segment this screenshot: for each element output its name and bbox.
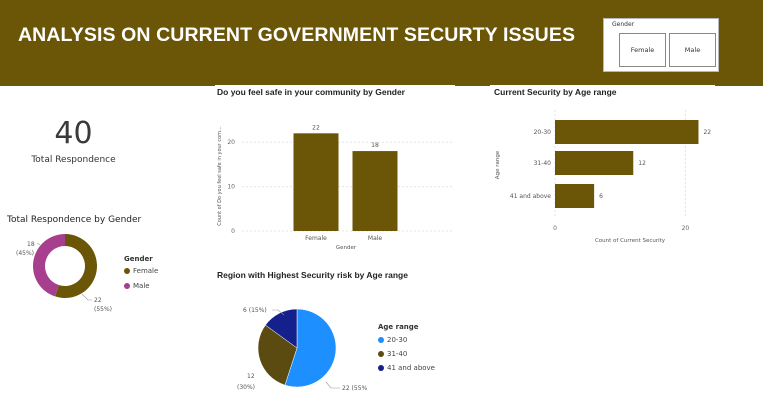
y-tick-label: 41 and above (510, 193, 551, 200)
page-title: ANALYSIS ON CURRENT GOVERNMENT SECURTY I… (18, 24, 576, 46)
x-axis-label: Count of Current Security (595, 238, 666, 244)
bar-panel-top (215, 85, 455, 90)
pie-legend-31-40[interactable]: 31-40 (378, 350, 407, 358)
donut-slice-male (33, 234, 65, 297)
leader-line (272, 309, 285, 316)
donut-legend-title: Gender (124, 255, 153, 263)
pie-legend-41-above[interactable]: 41 and above (378, 364, 435, 372)
y-tick-label: 20-30 (534, 129, 552, 136)
donut-label-male-pct: (45%) (16, 250, 34, 257)
slicer-option-male[interactable]: Male (669, 33, 716, 67)
donut-label-female-count: 22 (94, 297, 102, 304)
donut-chart: 18 (45%) 22 (55%) (16, 234, 112, 313)
x-tick-label: 20 (682, 225, 690, 232)
y-tick-label: 0 (231, 228, 235, 235)
pie-label-41-above: 6 (15%) (243, 307, 267, 314)
leader-line (36, 242, 41, 246)
pie-legend-20-30[interactable]: 20-30 (378, 336, 407, 344)
age-pie-chart: 22 (55%) 12 (30%) 6 (15%) (237, 307, 368, 392)
donut-legend-male[interactable]: Male (124, 282, 150, 290)
gender-slicer: Gender Female Male (603, 18, 719, 72)
hbar-panel-top (490, 85, 715, 90)
pie-slice-1 (257, 324, 298, 386)
y-axis-label: Count of Do you feel safe in your com... (217, 126, 223, 226)
bar-value-label: 22 (703, 129, 711, 136)
legend-dot (124, 268, 130, 274)
bar-value-label: 22 (312, 124, 320, 131)
donut-slice-female (55, 234, 98, 298)
x-axis-label: Gender (336, 245, 357, 251)
bar-value-label: 12 (638, 160, 646, 167)
pie-chart-title: Region with Highest Security risk by Age… (217, 270, 408, 280)
leader-line (81, 293, 92, 301)
donut-label-male-count: 18 (27, 241, 35, 248)
pie-legend-title: Age range (378, 323, 419, 331)
legend-label: 31-40 (387, 350, 408, 358)
x-tick-label: 0 (553, 225, 557, 232)
hbar-2 (555, 184, 595, 208)
pie-slice-0 (284, 308, 337, 388)
pie-slice-2 (265, 308, 298, 349)
bar-value-label: 6 (599, 193, 603, 200)
slicer-label: Gender (612, 21, 635, 28)
legend-label: Female (133, 267, 159, 275)
donut-label-female-pct: (55%) (94, 306, 112, 313)
legend-dot (378, 337, 384, 343)
pie-label-31-40-count: 12 (247, 373, 255, 380)
y-tick-label: 10 (227, 184, 235, 191)
bar-chart-title: Do you feel safe in your community by Ge… (217, 87, 405, 97)
leader-line (325, 381, 340, 389)
donut-title: Total Respondence by Gender (7, 215, 142, 225)
gender-bar-chart: 0 10 20 22 Female 18 Male Gender Count of Do you… (217, 124, 452, 251)
hbar-0 (555, 120, 699, 144)
legend-dot (124, 283, 130, 289)
donut-legend-female[interactable]: Female (124, 267, 158, 275)
y-tick-label: 20 (227, 139, 235, 146)
x-tick-label: Male (368, 235, 383, 242)
x-tick-label: Female (305, 235, 327, 242)
legend-label: 20-30 (387, 336, 408, 344)
bar-female (293, 133, 339, 231)
pie-label-31-40-pct: (30%) (237, 384, 255, 391)
slicer-option-female[interactable]: Female (619, 33, 666, 67)
legend-dot (378, 365, 384, 371)
kpi-panel-top (8, 86, 141, 90)
hbar-chart-title: Current Security by Age range (494, 87, 617, 97)
y-tick-label: 31-40 (534, 160, 552, 167)
bar-value-label: 18 (371, 142, 379, 149)
pie-label-20-30: 22 (55%) (342, 385, 368, 392)
y-axis-label: Age range (495, 150, 501, 179)
kpi-total-value: 40 (54, 116, 93, 151)
legend-label: Male (133, 282, 150, 290)
kpi-total-label: Total Respondence (31, 155, 116, 165)
legend-label: 41 and above (387, 364, 435, 372)
age-bar-chart: 0 20 22 20-30 12 31-40 6 41 and above Count of C… (495, 110, 711, 244)
legend-dot (378, 351, 384, 357)
bar-male (352, 151, 398, 231)
hbar-1 (555, 151, 634, 175)
